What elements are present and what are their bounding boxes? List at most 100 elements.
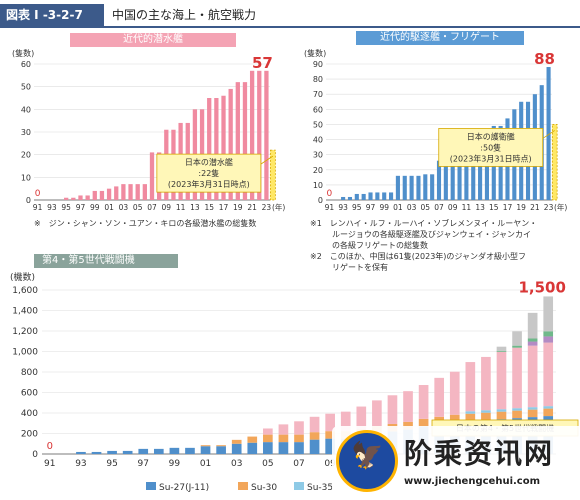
ship-x-tick-label: 23 bbox=[544, 203, 554, 212]
submarine-bar bbox=[142, 184, 147, 200]
fighter-x-tick-label: 93 bbox=[75, 459, 86, 469]
ship-end-label: 88 bbox=[534, 50, 555, 68]
ship-y-tick-label: 90 bbox=[313, 60, 323, 69]
fighter-bar-segment bbox=[278, 434, 289, 443]
fighter-bar-segment bbox=[372, 400, 382, 427]
submarine-bar bbox=[106, 188, 112, 200]
submarine-japan-callout-pointer bbox=[260, 155, 274, 165]
fighter-bar-segment bbox=[356, 406, 367, 430]
fighter-bar-segment bbox=[481, 412, 491, 421]
submarine-note-line: ※ ジン・シャン・ソン・ユアン・キロの各級潜水艦の総隻数 bbox=[34, 219, 257, 228]
ship-bar bbox=[464, 145, 469, 200]
fighter-bar-segment bbox=[496, 411, 507, 420]
fighter-x-tick-label: 97 bbox=[138, 459, 149, 469]
fighter-bar-segment bbox=[231, 443, 242, 454]
fighter-y-tick-label: 200 bbox=[21, 430, 38, 440]
fighter-bar-segment bbox=[496, 409, 507, 412]
ship-x-tick-label: 17 bbox=[503, 203, 513, 212]
submarine-y-tick-label: 20 bbox=[21, 151, 31, 160]
fighter-bar-segment bbox=[465, 411, 476, 414]
fighter-bar-segment bbox=[512, 345, 522, 348]
submarine-x-tick-label: 15 bbox=[204, 203, 214, 212]
fighter-bar-segment bbox=[496, 346, 507, 351]
submarine-bar bbox=[228, 88, 233, 200]
submarine-bar bbox=[235, 82, 240, 200]
submarine-bar bbox=[92, 190, 97, 200]
submarine-y-tick-label: 40 bbox=[21, 105, 31, 114]
fighter-bar-segment bbox=[91, 451, 102, 454]
figure-title: 中国の主な海上・航空戦力 bbox=[112, 8, 257, 22]
ship-note-line-4: ※2 このほか、中国は61隻(2023年)のジャンダオ級小型フ bbox=[310, 252, 527, 261]
ship-x-tick-label: 09 bbox=[448, 203, 458, 212]
submarine-x-tick-label: 97 bbox=[76, 203, 86, 212]
fighter-bar-segment bbox=[449, 414, 460, 423]
ship-x-tick-label: 03 bbox=[407, 203, 417, 212]
submarine-panel-title: 近代的潜水艦 bbox=[70, 33, 236, 47]
submarine-bar bbox=[207, 98, 212, 200]
fighter-bar-segment bbox=[247, 442, 258, 454]
fighter-x-tick-label: 01 bbox=[200, 459, 211, 469]
ship-y-tick-label: 70 bbox=[313, 90, 323, 99]
ship-x-tick-label: 97 bbox=[366, 203, 376, 212]
submarine-japan-label: :22隻 bbox=[198, 168, 219, 178]
ship-japan-bar bbox=[551, 124, 558, 201]
fighter-panel-title: 第4・第5世代戦闘機 bbox=[34, 254, 178, 268]
submarine-bar bbox=[78, 195, 83, 200]
submarine-end-label: 57 bbox=[252, 54, 273, 72]
fighter-legend-label: Su-30 bbox=[251, 483, 277, 493]
submarine-bar bbox=[64, 197, 69, 200]
ship-x-tick-label: 07 bbox=[434, 203, 444, 212]
submarine-bar bbox=[85, 195, 90, 200]
submarine-y-axis-label: (隻数) bbox=[12, 48, 34, 58]
submarine-y-tick-label: 60 bbox=[21, 60, 31, 69]
fighter-x-tick-label: 91 bbox=[44, 459, 55, 469]
ship-panel-title: 近代的駆逐艦・フリゲート bbox=[356, 31, 524, 45]
submarine-bar bbox=[214, 98, 219, 200]
submarine-bar bbox=[71, 197, 76, 200]
ship-japan-callout bbox=[438, 128, 544, 167]
fighter-y-tick-label: 600 bbox=[21, 389, 38, 399]
submarine-x-tick-label: 11 bbox=[176, 203, 186, 212]
submarine-bar bbox=[121, 184, 126, 200]
ship-bar bbox=[395, 175, 400, 200]
fighter-bar-segment bbox=[153, 448, 164, 454]
fighter-bar-segment bbox=[200, 446, 211, 454]
submarine-bar bbox=[264, 70, 269, 200]
ship-bar bbox=[382, 192, 387, 200]
fighter-legend-label: Su-35 bbox=[307, 483, 333, 493]
ship-x-tick-label: 15 bbox=[489, 203, 499, 212]
fighter-bar-segment bbox=[200, 445, 211, 447]
fighter-bar-segment bbox=[122, 450, 133, 454]
submarine-y-tick-label: 30 bbox=[21, 128, 31, 137]
fighter-bar-segment bbox=[527, 338, 538, 342]
ship-note-line-5: リゲートを保有 bbox=[332, 263, 388, 272]
fighter-y-tick-label: 1,600 bbox=[12, 286, 38, 296]
fighter-x-tick-label: 07 bbox=[293, 459, 304, 469]
fighter-bar-segment bbox=[512, 410, 522, 419]
submarine-x-tick-label: 19 bbox=[233, 203, 243, 212]
submarine-y-tick-label: 0 bbox=[26, 196, 31, 205]
ship-bar bbox=[457, 153, 462, 200]
submarine-japan-label: (2023年3月31日時点) bbox=[168, 179, 250, 189]
submarine-bar bbox=[128, 184, 133, 200]
ship-y-axis-label: (隻数) bbox=[304, 48, 326, 58]
submarine-x-tick-label: 07 bbox=[147, 203, 157, 212]
fighter-bar-segment bbox=[216, 446, 226, 454]
ship-bar bbox=[368, 192, 373, 200]
ship-bar bbox=[450, 153, 455, 200]
submarine-bar bbox=[135, 184, 140, 200]
fighter-bar-segment bbox=[216, 445, 226, 447]
fighter-y-tick-label: 1,400 bbox=[12, 307, 38, 317]
submarine-x-tick-label: 05 bbox=[133, 203, 143, 212]
submarine-x-tick-label: 01 bbox=[104, 203, 114, 212]
fighter-bar-segment bbox=[76, 451, 86, 454]
fighter-bar-segment bbox=[512, 408, 522, 411]
fighter-bar-segment bbox=[418, 385, 429, 419]
fighter-y-tick-label: 1,000 bbox=[12, 348, 38, 358]
ship-japan-label: (2023年3月31日時点) bbox=[450, 153, 532, 163]
submarine-bar bbox=[149, 152, 155, 200]
submarine-x-tick-label: 21 bbox=[247, 203, 257, 212]
fighter-bar-segment bbox=[278, 424, 289, 435]
ship-bar bbox=[402, 175, 407, 200]
